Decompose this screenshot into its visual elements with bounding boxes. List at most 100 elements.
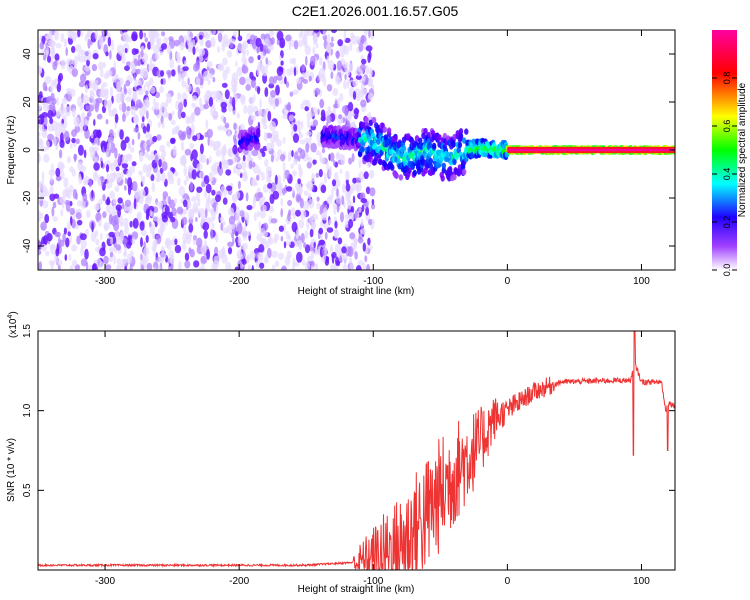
noise-cell bbox=[205, 40, 212, 49]
noise-cell bbox=[194, 106, 201, 116]
noise-cell bbox=[352, 90, 357, 100]
noise-cell bbox=[305, 55, 308, 66]
noise-cell bbox=[143, 84, 146, 93]
noise-cell bbox=[126, 253, 133, 264]
noise-cell bbox=[69, 216, 73, 226]
noise-cell bbox=[52, 216, 58, 222]
noise-cell bbox=[150, 211, 155, 218]
noise-cell bbox=[368, 218, 373, 226]
noise-cell bbox=[242, 154, 246, 162]
noise-cell bbox=[65, 47, 68, 56]
noise-cell bbox=[120, 139, 127, 151]
noise-cell bbox=[223, 116, 227, 124]
noise-cell bbox=[312, 46, 316, 55]
noise-cell bbox=[278, 225, 284, 232]
noise-cell bbox=[347, 101, 354, 112]
noise-cell bbox=[40, 212, 43, 219]
noise-cell bbox=[280, 197, 284, 207]
noise-cell bbox=[229, 42, 234, 49]
noise-cell bbox=[365, 45, 373, 52]
signal-cell bbox=[360, 146, 365, 153]
noise-cell bbox=[109, 49, 112, 60]
noise-cell bbox=[271, 250, 278, 258]
noise-cell bbox=[187, 77, 190, 86]
noise-cell bbox=[271, 264, 275, 270]
noise-cell bbox=[241, 65, 249, 74]
noise-cell bbox=[109, 251, 114, 258]
noise-cell bbox=[133, 127, 139, 133]
noise-cell bbox=[153, 31, 160, 38]
noise-cell bbox=[122, 251, 128, 257]
noise-cell bbox=[292, 89, 299, 95]
noise-cell bbox=[139, 142, 145, 150]
noise-cell bbox=[318, 57, 323, 66]
noise-cell bbox=[320, 115, 326, 122]
signal-cell bbox=[431, 142, 437, 150]
noise-cell bbox=[174, 244, 182, 254]
noise-cell bbox=[98, 198, 103, 205]
snr-xtick-label: -200 bbox=[229, 576, 249, 587]
noise-cell bbox=[84, 34, 89, 42]
noise-cell bbox=[161, 121, 165, 129]
noise-cell bbox=[274, 174, 278, 185]
spectrogram-ytick-label: 40 bbox=[22, 48, 33, 60]
noise-cell bbox=[358, 171, 365, 182]
noise-cell bbox=[285, 34, 292, 42]
noise-cell bbox=[333, 206, 337, 215]
noise-cell bbox=[298, 219, 305, 229]
noise-cell bbox=[63, 130, 70, 142]
noise-cell bbox=[105, 148, 109, 158]
noise-cell bbox=[145, 197, 152, 206]
noise-cell bbox=[284, 169, 290, 180]
snr-scale-exponent: 4 bbox=[7, 315, 14, 319]
noise-cell bbox=[38, 249, 42, 256]
noise-cell bbox=[142, 163, 149, 173]
noise-cell bbox=[156, 134, 162, 141]
noise-cell bbox=[49, 193, 56, 202]
noise-cell bbox=[55, 43, 62, 49]
noise-cell bbox=[296, 251, 303, 263]
noise-cell bbox=[343, 61, 349, 69]
noise-cell bbox=[261, 151, 266, 158]
noise-cell bbox=[71, 244, 78, 252]
noise-cell bbox=[117, 197, 123, 204]
noise-cell bbox=[203, 103, 210, 110]
noise-cell bbox=[345, 220, 349, 228]
noise-cell bbox=[60, 32, 65, 43]
noise-cell bbox=[267, 182, 273, 189]
noise-cell bbox=[222, 143, 227, 155]
noise-cell bbox=[345, 183, 351, 192]
noise-cell bbox=[215, 90, 220, 97]
noise-cell bbox=[178, 185, 185, 197]
noise-cell bbox=[248, 160, 253, 170]
noise-cell bbox=[310, 265, 314, 270]
noise-cell bbox=[46, 233, 53, 242]
noise-cell bbox=[310, 250, 315, 260]
noise-cell bbox=[100, 160, 104, 168]
noise-cell bbox=[66, 58, 73, 66]
snr-xtick-label: 0 bbox=[505, 576, 511, 587]
noise-cell bbox=[47, 109, 54, 119]
noise-cell bbox=[115, 166, 120, 172]
signal-cell bbox=[423, 127, 428, 135]
noise-cell bbox=[259, 98, 262, 109]
noise-cell bbox=[295, 209, 301, 217]
noise-cell bbox=[303, 242, 307, 249]
noise-cell bbox=[98, 61, 104, 71]
noise-cell bbox=[84, 84, 88, 94]
noise-cell bbox=[321, 147, 326, 154]
noise-cell bbox=[314, 186, 318, 193]
noise-cell bbox=[38, 119, 44, 125]
noise-cell bbox=[228, 103, 233, 113]
noise-cell bbox=[56, 96, 59, 106]
noise-cell bbox=[200, 244, 207, 254]
noise-cell bbox=[124, 225, 129, 235]
noise-cell bbox=[134, 188, 141, 199]
noise-cell bbox=[102, 194, 106, 202]
signal-cell bbox=[394, 172, 399, 179]
noise-cell bbox=[71, 169, 77, 177]
noise-cell bbox=[127, 87, 132, 96]
noise-cell bbox=[325, 43, 332, 54]
noise-cell bbox=[249, 250, 255, 261]
noise-cell bbox=[118, 216, 124, 224]
